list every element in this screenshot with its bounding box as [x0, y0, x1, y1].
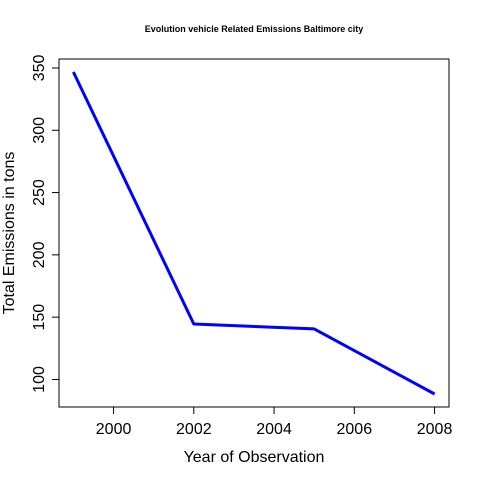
y-tick-label: 100	[31, 366, 48, 393]
y-tick-label: 250	[31, 179, 48, 206]
x-tick-label: 2006	[337, 421, 373, 438]
chart-title: Evolution vehicle Related Emissions Balt…	[145, 24, 364, 34]
series-line	[73, 72, 434, 394]
x-tick-label: 2008	[417, 421, 453, 438]
x-tick-label: 2004	[256, 421, 292, 438]
plot-frame	[59, 59, 449, 407]
x-tick-label: 2000	[96, 421, 132, 438]
y-axis: 100 150 200 250 300 350	[31, 55, 59, 393]
y-axis-label: Total Emissions in tons	[1, 152, 18, 315]
x-axis: 2000 2002 2004 2006 2008	[96, 407, 453, 438]
x-tick-label: 2002	[176, 421, 212, 438]
y-tick-label: 200	[31, 241, 48, 268]
y-tick-label: 350	[31, 55, 48, 82]
y-tick-label: 150	[31, 304, 48, 331]
y-tick-label: 300	[31, 117, 48, 144]
series-layer	[73, 72, 434, 394]
x-axis-label: Year of Observation	[184, 449, 325, 466]
